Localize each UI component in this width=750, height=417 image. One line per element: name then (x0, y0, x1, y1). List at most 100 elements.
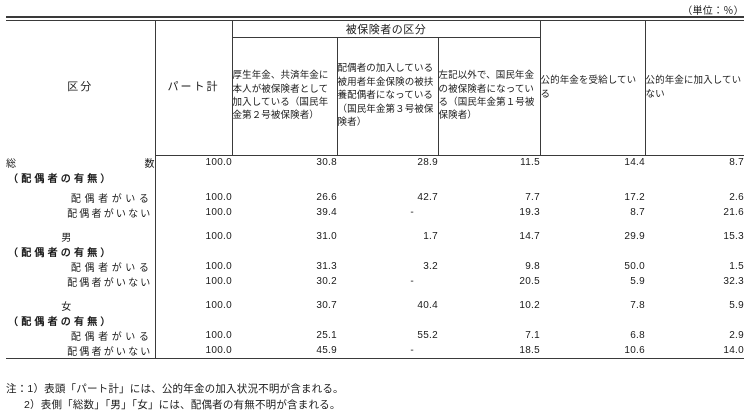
table-row: 配偶者がいる 100.0 26.6 42.7 7.7 17.2 2.6 (6, 190, 744, 205)
table-cell-value: 20.5 (519, 276, 540, 287)
row-spacer (6, 185, 744, 190)
table-cell-value: 100.0 (205, 261, 232, 272)
table-cell-value: 11.5 (520, 157, 540, 169)
table-cell-value: 28.9 (417, 157, 438, 169)
table-cell-value: 39.4 (316, 207, 337, 218)
table-cell-value: 100.0 (205, 192, 232, 203)
table-cell-value: 30.2 (316, 276, 337, 287)
table-cell-value: 14.4 (624, 157, 645, 169)
header-dependent-spouse: 配偶者の加入している被用者年金保険の被扶養配偶者になっている（国民年金第３号被保… (336, 37, 438, 156)
table-row: （配偶者の有無） (6, 244, 744, 259)
table-bottom-rule (6, 358, 744, 359)
table-cell-value (540, 313, 645, 328)
row-label-sub: 配偶者がいない (6, 343, 156, 359)
unit-note: （単位：％） (682, 6, 744, 17)
table-cell-value: 7.7 (525, 192, 540, 203)
table-cell-value: - (410, 345, 414, 356)
table-cell-value (232, 170, 337, 185)
table-row: （配偶者の有無） (6, 313, 744, 328)
row-label-total: 総数 (6, 155, 156, 170)
row-label-sub: 配偶者がいる (6, 259, 156, 274)
table-cell-value: 100.0 (205, 300, 232, 311)
table-cell-value: 14.7 (519, 231, 540, 242)
table-cell-value: 14.0 (723, 345, 744, 356)
table-cell-value (337, 244, 438, 259)
table-cell-value: 55.2 (417, 330, 438, 341)
table-cell-value (337, 170, 438, 185)
row-label-group: （配偶者の有無） (6, 170, 156, 185)
table-cell-value: 30.7 (316, 300, 337, 311)
table-cell-value: 18.5 (519, 345, 540, 356)
table-cell-value: 32.3 (723, 276, 744, 287)
header-national-pension: 左記以外で、国民年金の被保険者になっている（国民年金第１号被保険者） (437, 37, 540, 156)
table-cell-value: 100.0 (205, 231, 232, 242)
table-cell-value: 31.3 (316, 261, 337, 272)
table-cell-value: 6.8 (630, 330, 645, 341)
table-cell-value: 17.2 (624, 192, 645, 203)
header-not-enrolled: 公的年金に加入していない (644, 20, 744, 156)
table-cell-value (232, 313, 337, 328)
table-cell-value (155, 244, 232, 259)
row-label-sex: 女 (6, 298, 156, 313)
table-cell-value (155, 170, 232, 185)
table-cell-value (438, 313, 540, 328)
table-cell-value (155, 313, 232, 328)
table-row: 男 100.0 31.0 1.7 14.7 29.9 15.3 (6, 229, 744, 244)
table-cell-value: 31.0 (316, 231, 337, 242)
header-subcolumns-row: 厚生年金、共済年金に本人が被保険者として加入している（国民年金第２号被保険者） … (6, 37, 744, 156)
row-label-sub: 配偶者がいない (6, 274, 156, 289)
table-cell-value: 100.0 (205, 330, 232, 341)
row-label-sub: 配偶者がいる (6, 190, 156, 205)
header-receiving-pension: 公的年金を受給している (539, 20, 645, 156)
table-cell-value (645, 244, 744, 259)
table-row: 女 100.0 30.7 40.4 10.2 7.8 5.9 (6, 298, 744, 313)
table-cell-value: 7.8 (630, 300, 645, 311)
table-cell-value: 5.9 (630, 276, 645, 287)
table-row: 配偶者がいない 100.0 39.4 - 19.3 8.7 21.6 (6, 205, 744, 220)
table-cell-value: 40.4 (417, 300, 438, 311)
table-cell-value: 19.3 (519, 207, 540, 218)
table-row: 配偶者がいない 100.0 30.2 - 20.5 5.9 32.3 (6, 274, 744, 289)
table-cell-value: 1.7 (423, 231, 438, 242)
table-row: 配偶者がいない 100.0 45.9 - 18.5 10.6 14.0 (6, 343, 744, 359)
table-cell-value: 21.6 (723, 207, 744, 218)
table-cell-value: 50.0 (624, 261, 645, 272)
row-label-sex: 男 (6, 229, 156, 244)
table-cell-value: 2.6 (729, 192, 744, 203)
table-cell-value: 5.9 (729, 300, 744, 311)
table-cell-value (645, 170, 744, 185)
table-cell-value: 3.2 (423, 261, 438, 272)
table-cell-value: - (410, 207, 414, 218)
row-label-group: （配偶者の有無） (6, 313, 156, 328)
table-cell-value: 10.6 (624, 345, 645, 356)
table-cell-value: 26.6 (316, 192, 337, 203)
header-part-total: パート計 (154, 20, 232, 156)
table-row: 配偶者がいる 100.0 25.1 55.2 7.1 6.8 2.9 (6, 328, 744, 343)
table-cell-value (438, 170, 540, 185)
table-top-rule (6, 16, 744, 21)
footnotes: 注：1）表頭「パート計」には、公的年金の加入状況不明が含まれる。 2）表側「総数… (6, 381, 344, 414)
table-cell-value: 9.8 (525, 261, 540, 272)
table-cell-value: 29.9 (624, 231, 645, 242)
table-cell-value (232, 244, 337, 259)
table-cell-value: 100.0 (205, 157, 232, 169)
statistics-table-container: 区分 パート計 被保険者の区分 公的年金を受給している 公的年金に加入していない… (6, 16, 744, 359)
table-row: （配偶者の有無） (6, 170, 744, 185)
row-label-group: （配偶者の有無） (6, 244, 156, 259)
header-insured-category-group: 被保険者の区分 (231, 20, 540, 38)
table-cell-value: 100.0 (205, 276, 232, 287)
table-cell-value: 8.7 (630, 207, 645, 218)
table-cell-value: 1.5 (729, 261, 744, 272)
table-cell-value (540, 244, 645, 259)
row-label-sub: 配偶者がいない (6, 205, 156, 220)
table-cell-value: 7.1 (525, 330, 540, 341)
table-cell-value: 15.3 (723, 231, 744, 242)
header-kubun: 区分 (67, 80, 94, 93)
table-cell-value: 8.7 (729, 157, 744, 169)
row-spacer (6, 289, 744, 298)
footnote-1: 注：1）表頭「パート計」には、公的年金の加入状況不明が含まれる。 (6, 383, 344, 395)
row-label-total-left: 総 (6, 159, 16, 170)
header-group-row: 区分 パート計 被保険者の区分 公的年金を受給している 公的年金に加入していない (6, 20, 744, 156)
statistics-table: 区分 パート計 被保険者の区分 公的年金を受給している 公的年金に加入していない… (6, 16, 744, 359)
table-cell-value (645, 313, 744, 328)
